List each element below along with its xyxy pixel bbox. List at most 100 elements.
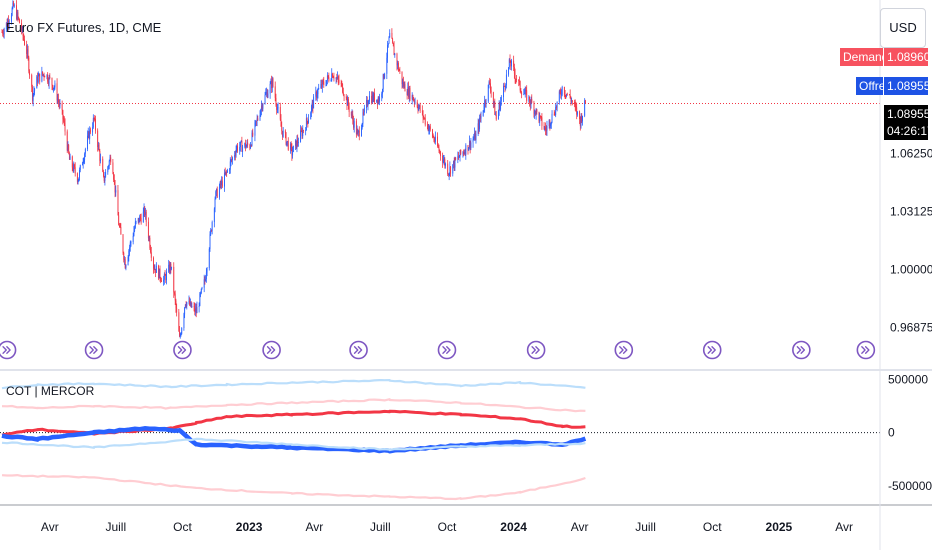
- event-circle: [349, 340, 368, 360]
- candle-body: [321, 84, 323, 88]
- symbol-title[interactable]: Euro FX Futures, 1D, CME: [6, 20, 162, 35]
- price-candle: [345, 93, 347, 101]
- candle-body: [247, 142, 249, 146]
- time-axis[interactable]: Avr Juill Oct 2023 Avr Juill Oct 2024 Avr Juill Oc…: [41, 520, 853, 534]
- price-candle: [533, 100, 535, 118]
- candle-body: [125, 264, 127, 269]
- price-candle: [350, 111, 352, 119]
- price-candle: [113, 174, 115, 185]
- candle-body: [462, 151, 464, 155]
- price-candle: [569, 89, 571, 99]
- candle-body: [397, 63, 399, 66]
- candle-body: [546, 126, 548, 131]
- price-pane[interactable]: [0, 0, 880, 339]
- candle-body: [271, 80, 273, 89]
- event-circle: [173, 340, 192, 360]
- price-candle: [21, 25, 23, 34]
- price-candle: [195, 303, 197, 318]
- price-candle: [291, 143, 293, 161]
- event-chevrons: [531, 346, 540, 354]
- price-candle: [372, 91, 374, 103]
- price-candle: [239, 141, 241, 155]
- price-candle: [579, 110, 581, 125]
- price-candle: [199, 292, 201, 307]
- candle-body: [582, 115, 583, 122]
- price-candle: [33, 86, 35, 97]
- candle-body: [61, 104, 63, 111]
- price-candle: [316, 90, 317, 101]
- price-candle: [492, 91, 494, 109]
- price-candle: [59, 98, 61, 109]
- price-candle: [205, 268, 207, 283]
- indicator-pane[interactable]: [0, 379, 880, 501]
- candle-body: [317, 89, 319, 95]
- price-candle: [176, 303, 178, 317]
- candle-body: [179, 335, 181, 337]
- price-candle: [129, 244, 130, 256]
- price-candle: [179, 326, 181, 338]
- price-candle: [270, 78, 272, 85]
- price-candle: [331, 68, 333, 82]
- candle-body: [392, 38, 394, 43]
- price-candle: [281, 121, 283, 135]
- price-axis[interactable]: 1.06250 1.03125 1.00000 0.96875: [890, 147, 932, 335]
- candle-body: [95, 118, 96, 131]
- price-candle: [124, 255, 125, 265]
- candle-body: [224, 172, 226, 175]
- candle-body: [414, 101, 416, 103]
- price-candle: [310, 111, 312, 120]
- price-candle: [568, 93, 570, 96]
- price-candle: [242, 144, 244, 158]
- price-candle: [556, 101, 558, 112]
- candle-body: [32, 93, 34, 101]
- candle-body: [579, 119, 581, 127]
- price-candle: [139, 214, 141, 223]
- indicator-title[interactable]: COT | MERCOR: [6, 384, 95, 398]
- price-candle: [112, 158, 114, 175]
- price-candle: [295, 139, 296, 151]
- price-candle: [382, 73, 384, 93]
- price-candle: [444, 157, 446, 169]
- candle-body: [540, 116, 541, 117]
- candle-body: [556, 101, 558, 108]
- candle-body: [335, 78, 337, 79]
- price-candle: [305, 127, 307, 136]
- price-candle: [221, 176, 223, 189]
- candle-body: [566, 93, 567, 97]
- price-candle: [317, 87, 319, 99]
- price-candle: [311, 99, 313, 112]
- candle-body: [249, 145, 251, 149]
- event-markers[interactable]: [0, 340, 876, 360]
- candle-body: [211, 222, 213, 232]
- candle-body: [39, 73, 41, 82]
- price-candle: [274, 81, 276, 102]
- price-candle: [226, 169, 228, 177]
- price-candle: [117, 185, 119, 216]
- price-candle: [267, 89, 269, 99]
- price-candle: [474, 130, 476, 141]
- candle-body: [559, 91, 561, 93]
- price-candle: [64, 118, 66, 136]
- price-candle: [180, 331, 182, 337]
- candle-body: [255, 120, 257, 122]
- candle-body: [575, 106, 577, 108]
- price-candle: [509, 54, 511, 63]
- indicator-axis[interactable]: 500000 0 -500000: [888, 372, 932, 493]
- event-circle: [262, 340, 281, 360]
- candle-body: [332, 73, 333, 78]
- currency-button[interactable]: USD: [880, 8, 926, 48]
- price-candle: [46, 74, 48, 80]
- candle-body: [320, 84, 322, 88]
- price-candle: [159, 265, 161, 282]
- candle-body: [103, 171, 104, 177]
- fast-forward-icon: [349, 340, 368, 360]
- candle-body: [37, 76, 39, 83]
- price-candle: [216, 186, 218, 199]
- price-candle: [469, 140, 471, 154]
- candle-body: [76, 173, 78, 182]
- candle-body: [353, 120, 354, 128]
- price-candle: [484, 99, 486, 108]
- candle-body: [144, 207, 146, 215]
- candle-body: [526, 90, 528, 101]
